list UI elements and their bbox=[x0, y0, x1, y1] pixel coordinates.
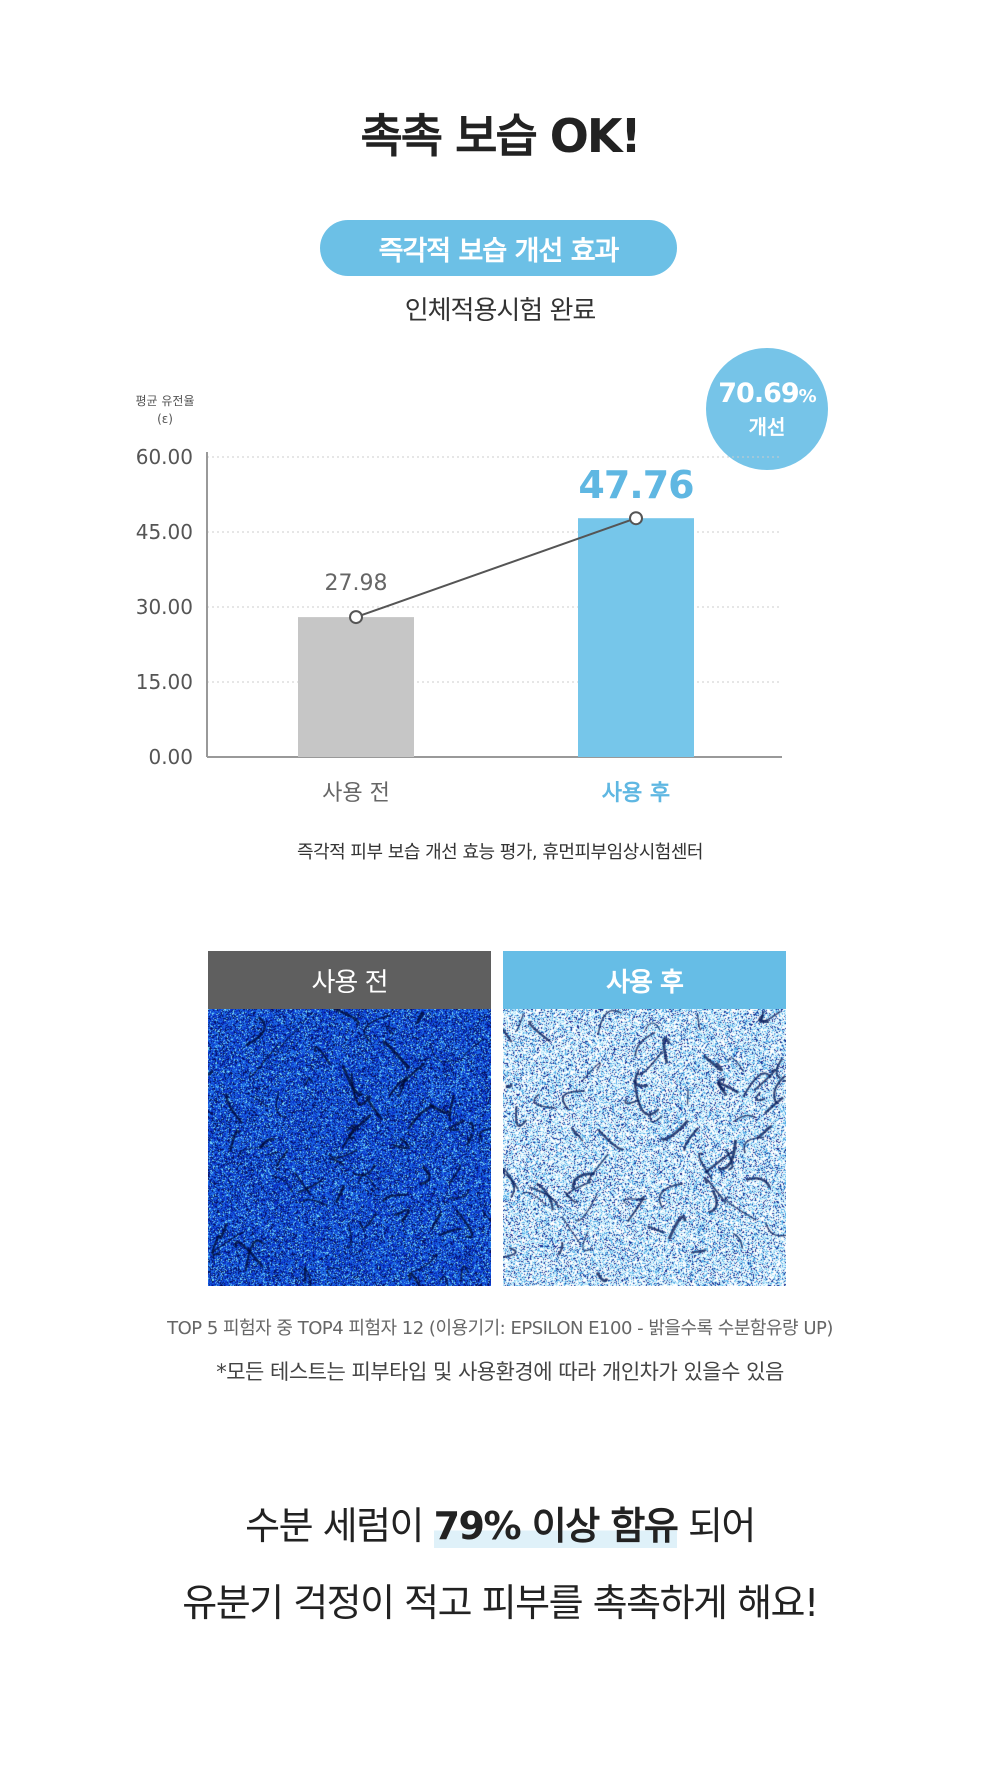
badge-unit: % bbox=[798, 386, 817, 407]
photo-before-header: 사용 전 bbox=[208, 951, 491, 1009]
highlight-text: 79% 이상 함유 bbox=[433, 1504, 679, 1548]
subtitle: 인체적용시험 완료 bbox=[404, 296, 597, 326]
bar-chart: 0.00 15.00 30.00 45.00 60.00 27.98 사용 전 47.76 사용… bbox=[136, 445, 782, 806]
y-axis-label-line2: (ε) bbox=[157, 412, 173, 426]
badge-value: 70.69 bbox=[718, 378, 799, 409]
disclaimer: *모든 테스트는 피부타입 및 사용환경에 따라 개인차가 있을수 있음 bbox=[216, 1360, 784, 1384]
y-tick-label: 60.00 bbox=[136, 445, 193, 469]
photo-after-header: 사용 후 bbox=[503, 951, 786, 1009]
photo-before: 사용 전 bbox=[208, 951, 491, 1286]
bottom-line-2: 유분기 걱정이 적고 피부를 촉촉하게 해요! bbox=[182, 1581, 819, 1625]
data-point bbox=[629, 511, 643, 526]
trend-line bbox=[355, 517, 637, 619]
badge-label: 개선 bbox=[748, 415, 786, 439]
y-tick-label: 30.00 bbox=[136, 595, 193, 619]
y-tick-label: 15.00 bbox=[136, 670, 193, 694]
test-note: TOP 5 피험자 중 TOP4 피험자 12 (이용기기: EPSILON E… bbox=[167, 1318, 833, 1339]
bar-2 bbox=[578, 518, 694, 757]
y-tick-label: 45.00 bbox=[136, 520, 193, 544]
category-label: 사용 전 bbox=[322, 781, 390, 806]
bottom-text: 되어 bbox=[677, 1504, 756, 1548]
y-axis-label: 평균 유전율 (ε) bbox=[120, 392, 210, 428]
skin-image-after bbox=[503, 1009, 786, 1286]
skin-image-before bbox=[208, 1009, 491, 1286]
effect-pill: 즉각적 보습 개선 효과 bbox=[320, 220, 677, 276]
data-label: 47.76 bbox=[578, 463, 693, 507]
data-point bbox=[349, 610, 363, 625]
improvement-badge: 70.69% 개선 bbox=[706, 348, 828, 470]
bar-1 bbox=[298, 617, 414, 757]
chart-source: 즉각적 피부 보습 개선 효능 평가, 휴먼피부임상시험센터 bbox=[297, 842, 703, 863]
bottom-line-1: 수분 세럼이 79% 이상 함유 되어 bbox=[0, 1495, 1000, 1550]
y-tick-label: 0.00 bbox=[148, 745, 193, 769]
y-axis-label-line1: 평균 유전율 bbox=[135, 394, 195, 408]
photo-after: 사용 후 bbox=[503, 951, 786, 1286]
category-label: 사용 후 bbox=[602, 781, 670, 806]
page-title: 촉촉 보습 OK! bbox=[360, 109, 641, 163]
bottom-text: 수분 세럼이 bbox=[245, 1504, 434, 1548]
data-label: 27.98 bbox=[325, 571, 388, 596]
